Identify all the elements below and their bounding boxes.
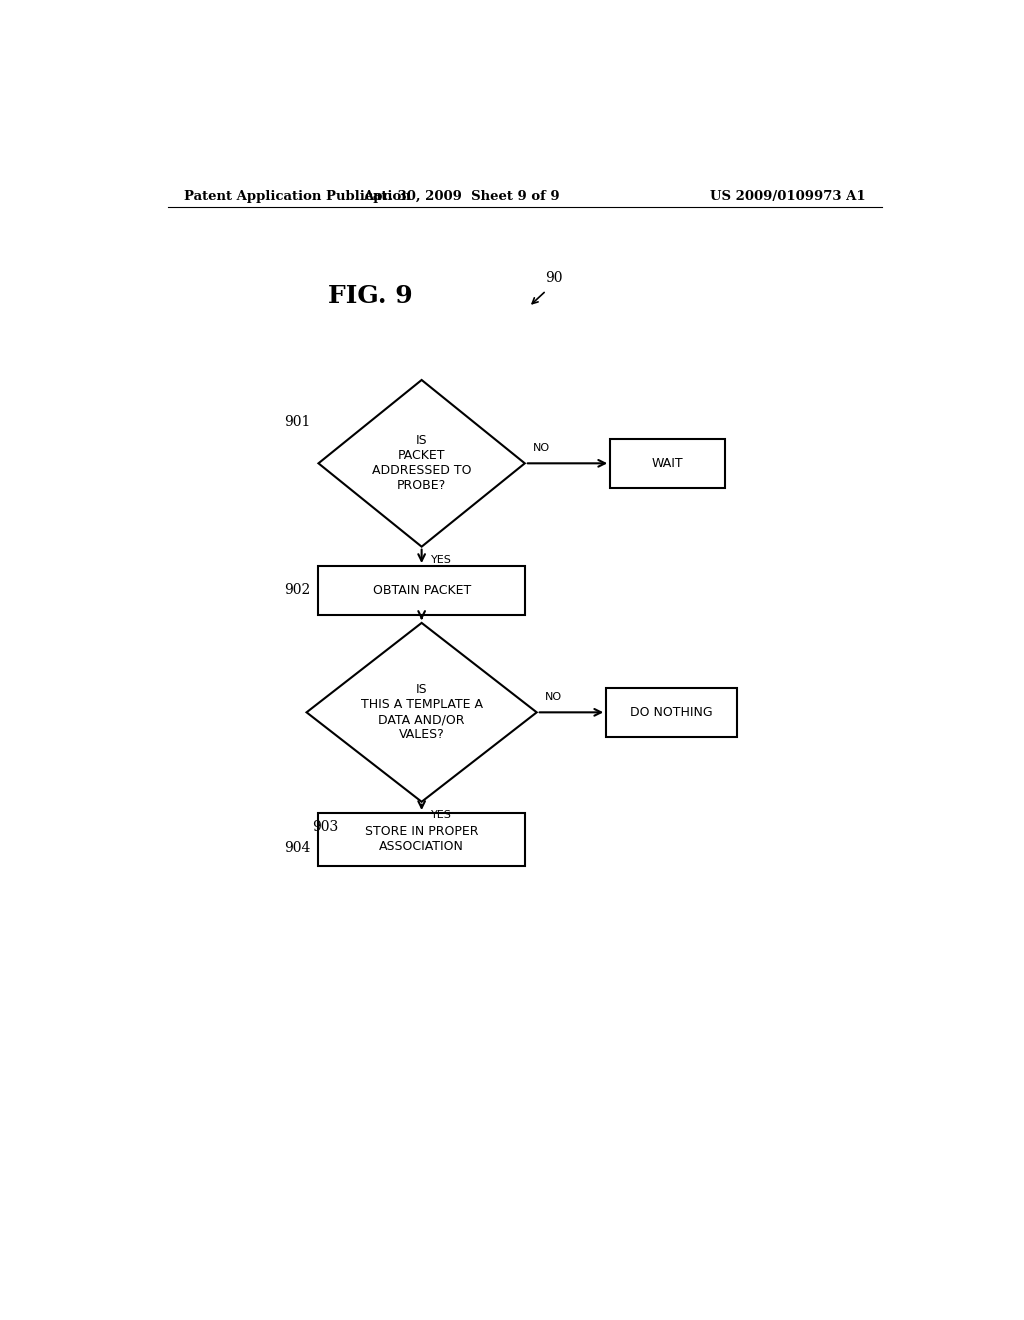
Text: WAIT: WAIT	[652, 457, 683, 470]
Text: US 2009/0109973 A1: US 2009/0109973 A1	[711, 190, 866, 202]
Text: NO: NO	[532, 444, 550, 453]
Bar	[318, 566, 524, 615]
Text: 90: 90	[545, 272, 562, 285]
Text: IS
PACKET
ADDRESSED TO
PROBE?: IS PACKET ADDRESSED TO PROBE?	[372, 434, 471, 492]
Bar	[610, 440, 725, 487]
Text: Patent Application Publication: Patent Application Publication	[183, 190, 411, 202]
Bar	[606, 688, 737, 737]
Text: OBTAIN PACKET: OBTAIN PACKET	[373, 583, 471, 597]
Text: YES: YES	[431, 810, 452, 820]
Text: DO NOTHING: DO NOTHING	[631, 706, 713, 719]
Text: 901: 901	[284, 414, 310, 429]
Text: Apr. 30, 2009  Sheet 9 of 9: Apr. 30, 2009 Sheet 9 of 9	[362, 190, 560, 202]
Text: YES: YES	[431, 554, 452, 565]
Bar	[318, 813, 524, 866]
Text: STORE IN PROPER
ASSOCIATION: STORE IN PROPER ASSOCIATION	[365, 825, 478, 854]
Text: IS
THIS A TEMPLATE A
DATA AND/OR
VALES?: IS THIS A TEMPLATE A DATA AND/OR VALES?	[360, 684, 482, 742]
Text: 902: 902	[285, 583, 310, 598]
Text: 904: 904	[284, 841, 310, 854]
Text: FIG. 9: FIG. 9	[328, 284, 413, 308]
Text: 903: 903	[312, 820, 338, 834]
Text: NO: NO	[545, 692, 562, 702]
